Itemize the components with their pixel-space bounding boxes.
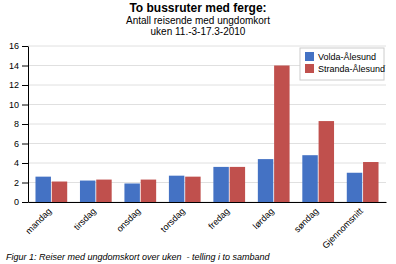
bar [124, 183, 139, 202]
bar [319, 121, 334, 202]
series [52, 66, 379, 203]
grid-line [28, 85, 386, 86]
y-tick-label: 12 [9, 80, 19, 90]
x-tick: mandag [24, 206, 54, 236]
bar [213, 167, 228, 202]
y-tick: 8 [14, 119, 28, 129]
legend: Volda-Ålesund Stranda-Ålesund [300, 48, 385, 80]
legend-item: Volda-Ålesund [305, 52, 376, 62]
legend-swatch [305, 64, 314, 73]
bar [274, 66, 289, 203]
x-tick: onsdag [115, 206, 143, 234]
y-tick-mark [22, 163, 28, 164]
bar [80, 181, 95, 202]
y-tick: 12 [9, 80, 28, 90]
x-tick: torsdag [159, 206, 187, 234]
chart: To bussruter med ferge:Antall reisende m… [0, 0, 396, 264]
grid [28, 46, 386, 202]
bar [169, 176, 184, 202]
bar [347, 173, 362, 202]
y-tick-label: 2 [14, 178, 19, 188]
y-axis-line [28, 47, 29, 203]
bar [141, 180, 156, 202]
grid-line [28, 46, 386, 47]
legend-item: Stranda-Ålesund [305, 64, 385, 74]
x-tick-label: Gjennomsnitt [320, 206, 365, 251]
x-tick: Gjennomsnitt [320, 206, 365, 251]
y-tick-mark [22, 105, 28, 106]
subtitle: Antall reisende med ungdomkort [126, 15, 270, 26]
subtitle: uken 11.-3-17.3-2010 [151, 26, 246, 37]
x-axis: mandag tirsdag onsdag torsdag fredag lørdag sø… [24, 203, 387, 251]
y-tick-mark [22, 66, 28, 67]
y-tick: 14 [9, 61, 28, 71]
bar [363, 162, 378, 202]
y-tick-mark [22, 144, 28, 145]
caption: Figur 1: Reiser med ungdomskort over uke… [6, 252, 271, 262]
x-tick-label: fredag [206, 206, 231, 231]
grid-line [28, 104, 386, 105]
y-tick-label: 14 [9, 61, 19, 71]
bar [35, 177, 50, 202]
y-tick-mark [22, 124, 28, 125]
y-tick-label: 8 [14, 119, 19, 129]
x-tick: fredag [206, 206, 231, 231]
legend-label: Volda-Ålesund [318, 52, 376, 62]
y-tick: 0 [14, 197, 28, 207]
x-tick: søndag [292, 206, 320, 234]
bar [185, 177, 200, 202]
y-tick-mark [22, 202, 28, 203]
x-tick-label: søndag [292, 206, 320, 234]
y-tick-label: 6 [14, 139, 19, 149]
x-tick: lørdag [251, 206, 276, 231]
y-axis: 0 2 4 6 8 10 12 14 16 [9, 41, 29, 207]
y-tick-mark [22, 46, 28, 47]
x-tick-label: lørdag [251, 206, 276, 231]
bar [230, 167, 245, 202]
bar [96, 180, 111, 202]
x-tick: tirsdag [72, 206, 98, 232]
y-tick-label: 10 [9, 100, 19, 110]
x-tick-label: mandag [24, 206, 54, 236]
y-tick: 2 [14, 178, 28, 188]
x-tick-label: onsdag [115, 206, 143, 234]
bar [258, 159, 273, 202]
y-tick-label: 0 [14, 197, 19, 207]
x-tick-label: torsdag [159, 206, 187, 234]
y-tick: 10 [9, 100, 28, 110]
y-tick-label: 4 [14, 158, 19, 168]
title: To bussruter med ferge: [129, 1, 266, 15]
y-tick: 6 [14, 139, 28, 149]
y-tick-label: 16 [9, 41, 19, 51]
legend-label: Stranda-Ålesund [318, 64, 385, 74]
y-tick: 16 [9, 41, 28, 51]
x-axis-line [29, 202, 387, 203]
y-tick-mark [22, 183, 28, 184]
bars [35, 66, 378, 203]
y-tick-mark [22, 85, 28, 86]
x-tick-label: tirsdag [72, 206, 98, 232]
series [35, 155, 362, 202]
y-tick: 4 [14, 158, 28, 168]
bar [302, 155, 317, 202]
plot: 0 2 4 6 8 10 12 14 16 mandag tirsdag onsdag torsdag f… [9, 41, 387, 250]
legend-swatch [305, 52, 314, 61]
bar [52, 182, 67, 202]
